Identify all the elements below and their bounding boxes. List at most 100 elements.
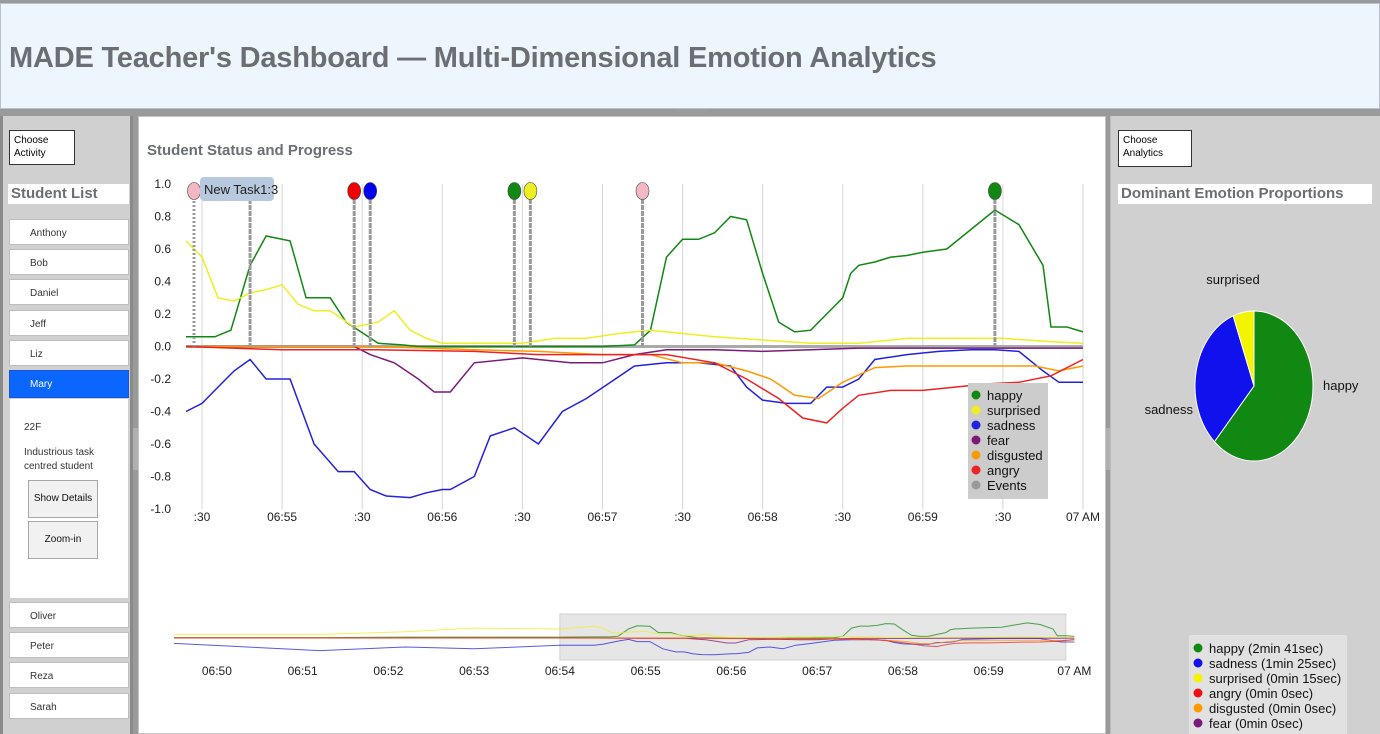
navigator-chart[interactable]: 06:50 06:51 06:52 06:53 06:54 06:55 06:56 06:57… [173, 613, 1091, 678]
pie-slice-sadness [1194, 315, 1255, 443]
event-marker[interactable] [988, 182, 1002, 200]
zoom-in-button[interactable]: Zoom-in [28, 521, 98, 559]
student-item-mary[interactable]: Mary [9, 370, 129, 398]
x-tick-label: 07 AM [1066, 510, 1100, 524]
legend-label: angry [987, 463, 1020, 478]
student-item-daniel[interactable]: Daniel [9, 279, 129, 305]
y-tick-label: 0.8 [154, 210, 171, 224]
student-item-sarah[interactable]: Sarah [9, 693, 129, 719]
pie-slice-surprised [1232, 310, 1255, 387]
legend-marker [971, 435, 981, 445]
series-line-sadness [185, 349, 1083, 499]
student-item-anthony[interactable]: Anthony [9, 219, 129, 245]
y-tick-label: 0.4 [154, 275, 171, 289]
x-tick-label: 06:59 [908, 510, 938, 524]
navigator-tick-label: 06:50 [202, 664, 232, 678]
pie-legend-label: sadness (1min 25sec) [1209, 656, 1336, 671]
left-sidebar: Choose Activity Student List Anthony Bob… [0, 116, 133, 734]
legend-label: sadness [987, 418, 1036, 433]
y-tick-label: -0.8 [150, 470, 171, 484]
student-item-oliver[interactable]: Oliver [9, 602, 129, 628]
pie-legend [1189, 635, 1347, 734]
pie-legend-label: surprised (0min 15sec) [1209, 671, 1341, 686]
navigator-tick-label: 07 AM [1057, 664, 1091, 678]
event-marker[interactable] [347, 182, 361, 200]
student-age: 22F [24, 422, 42, 433]
student-description-line-2: centred student [24, 461, 93, 472]
x-tick-label: 06:56 [427, 510, 457, 524]
left-splitter-handle[interactable] [133, 428, 138, 470]
show-details-button[interactable]: Show Details [28, 480, 98, 518]
student-description-line-1: Industrious task [24, 447, 95, 458]
event-marker[interactable] [363, 182, 378, 200]
choose-activity-button[interactable]: Choose Activity [9, 130, 75, 165]
navigator-tick-label: 06:57 [802, 664, 832, 678]
series-line-angry [185, 345, 1084, 424]
header-resize-handle[interactable] [674, 109, 706, 114]
pie-label-sadness: sadness [1145, 402, 1194, 417]
event-tooltip [200, 177, 275, 201]
navigator-tick-label: 06:55 [631, 664, 661, 678]
x-tick-label: :30 [354, 510, 371, 524]
pie-slice-happy [1213, 310, 1314, 462]
y-tick-label: 0.2 [154, 307, 171, 321]
series-line-happy [186, 209, 1084, 348]
navigator-tick-label: 06:51 [288, 664, 318, 678]
pie-legend-marker [1193, 688, 1203, 698]
navigator-series-angry [174, 637, 1075, 648]
main-chart-area: :30 06:55 :30 06:56 :30 06:57 :30 06:58 :30 06:59… [150, 177, 1100, 524]
legend-marker [971, 405, 981, 415]
event-marker[interactable] [523, 182, 538, 200]
x-tick-label: :30 [834, 510, 851, 524]
navigator-tick-label: 06:58 [888, 664, 918, 678]
navigator-tick-label: 06:59 [974, 664, 1004, 678]
x-tick-label: 06:58 [748, 510, 778, 524]
x-tick-label: 06:55 [267, 510, 297, 524]
legend-label: surprised [987, 403, 1040, 418]
pie-legend-marker [1193, 673, 1203, 683]
legend-label: fear [987, 433, 1010, 448]
pie-legend-marker [1193, 643, 1203, 653]
dominant-emotion-title: Dominant Emotion Proportions [1118, 184, 1372, 204]
pie-label-surprised: surprised [1206, 272, 1259, 287]
navigator-series-sadness [173, 637, 1075, 656]
student-item-reza[interactable]: Reza [9, 662, 129, 688]
chart-legend [968, 383, 1048, 499]
pie-legend-marker [1193, 658, 1203, 668]
series-line-surprised [185, 240, 1084, 345]
navigator-tick-label: 06:54 [545, 664, 575, 678]
event-marker[interactable] [507, 182, 522, 200]
event-marker[interactable] [187, 182, 201, 200]
main-panel-title: Student Status and Progress [147, 142, 353, 159]
pie-legend-label: angry (0min 0sec) [1209, 686, 1313, 701]
x-tick-label: 06:57 [587, 510, 617, 524]
pie-legend-label: happy (2min 41sec) [1209, 641, 1323, 656]
legend-label: Events [987, 478, 1027, 493]
y-tick-label: -0.4 [150, 405, 171, 419]
legend-marker [971, 420, 981, 430]
navigator-series-surprised [174, 625, 1075, 639]
legend-marker [971, 465, 981, 475]
legend-marker [971, 390, 981, 400]
right-sidebar: Choose Analytics Dominant Emotion Propor… [1110, 116, 1380, 734]
event-marker[interactable] [635, 182, 650, 200]
emotion-timeline-chart: :30 06:55 :30 06:56 :30 06:57 :30 06:58 :30 06:59… [150, 177, 1100, 678]
pie-legend-label: disgusted (0min 0sec) [1209, 701, 1336, 716]
x-tick-label: :30 [514, 510, 531, 524]
legend-label: happy [987, 388, 1023, 403]
choose-analytics-button[interactable]: Choose Analytics [1118, 130, 1192, 167]
student-details-panel: 22F Industrious task centred student Sho… [9, 398, 129, 599]
student-item-jeff[interactable]: Jeff [9, 310, 129, 336]
student-item-peter[interactable]: Peter [9, 632, 129, 658]
pie-legend-label: fear (0min 0sec) [1209, 716, 1303, 731]
x-tick-label: :30 [995, 510, 1012, 524]
main-panel: Student Status and Progress :30 06:55 :30 0… [138, 116, 1106, 734]
x-tick-label: :30 [674, 510, 691, 524]
right-splitter-handle[interactable] [1106, 428, 1111, 470]
student-item-bob[interactable]: Bob [9, 249, 129, 275]
pie-legend-marker [1193, 703, 1203, 713]
student-item-liz[interactable]: Liz [9, 340, 129, 366]
legend-marker [971, 450, 981, 460]
series-line-fear [186, 345, 1083, 393]
